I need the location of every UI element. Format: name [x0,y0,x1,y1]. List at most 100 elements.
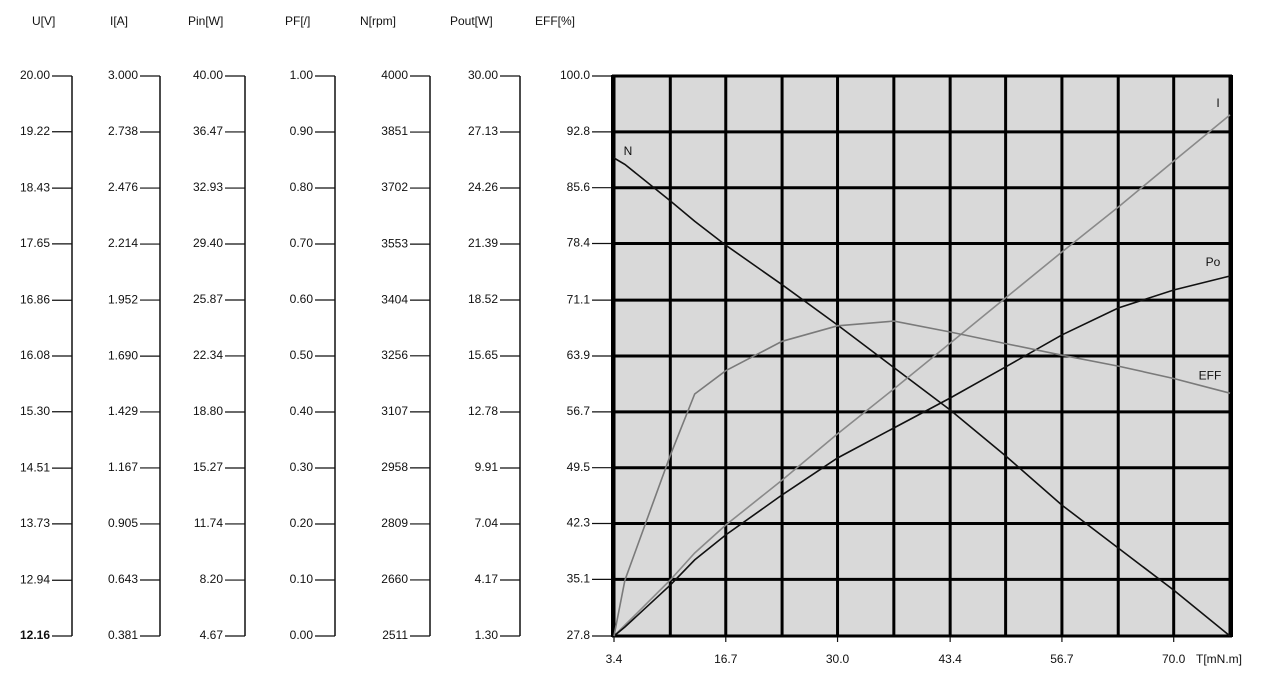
y-tick-label: 3107 [381,404,408,418]
y-tick-label: 42.3 [567,516,591,530]
y-tick-label: 18.80 [193,404,223,418]
x-tick-label: 70.0 [1162,652,1186,666]
y-tick-label: 0.80 [290,180,314,194]
axis-title: PF[/] [285,14,310,28]
series-label: Po [1206,255,1221,269]
y-tick-label: 2660 [381,572,408,586]
y-tick-label: 85.6 [567,180,591,194]
y-tick-label: 1.429 [108,404,138,418]
y-tick-label: 4.17 [475,572,499,586]
y-tick-label: 2.476 [108,180,138,194]
y-tick-label: 3256 [381,348,408,362]
y-tick-label: 12.78 [468,404,498,418]
axis-title: N[rpm] [360,14,396,28]
series-label: EFF [1199,368,1222,382]
y-tick-label: 0.905 [108,516,138,530]
y-tick-label: 100.0 [560,68,590,82]
y-tick-label: 29.40 [193,236,223,250]
y-tick-label: 3851 [381,124,408,138]
y-tick-label: 2511 [382,628,408,642]
y-tick-label: 0.381 [108,628,138,642]
y-tick-label: 27.13 [468,124,498,138]
axis-title: I[A] [110,14,128,28]
y-tick-label: 13.73 [20,516,50,530]
axis-title: Pin[W] [188,14,223,28]
y-tick-label: 40.00 [193,68,223,82]
y-tick-label: 3553 [381,236,408,250]
y-tick-label: 16.86 [20,292,50,306]
y-tick-label: 35.1 [567,572,591,586]
x-tick-label: 3.4 [606,652,623,666]
y-tick-label: 18.52 [468,292,498,306]
y-tick-label: 2.214 [108,236,138,250]
x-tick-label: 16.7 [714,652,738,666]
y-tick-label: 12.94 [20,572,50,586]
y-tick-label: 27.8 [567,628,591,642]
y-tick-label: 22.34 [193,348,223,362]
y-tick-label: 0.50 [290,348,314,362]
y-tick-label: 36.47 [193,124,223,138]
y-tick-label: 25.87 [193,292,223,306]
y-tick-label: 15.27 [193,460,223,474]
x-tick-label: 56.7 [1050,652,1074,666]
y-tick-label: 2958 [381,460,408,474]
y-tick-label: 0.643 [108,572,138,586]
axis-title: Pout[W] [450,14,493,28]
y-tick-label: 24.26 [468,180,498,194]
x-tick-label: 30.0 [826,652,850,666]
y-tick-label: 0.90 [290,124,314,138]
series-label: N [624,144,633,158]
y-tick-label: 32.93 [193,180,223,194]
y-tick-label: 7.04 [475,516,499,530]
y-tick-label: 0.10 [290,572,314,586]
y-tick-label: 20.00 [20,68,50,82]
y-tick-label: 15.65 [468,348,498,362]
y-tick-label: 4.67 [200,628,224,642]
y-tick-label: 21.39 [468,236,498,250]
y-tick-label: 49.5 [567,460,591,474]
y-tick-label: 2.738 [108,124,138,138]
x-tick-label: 43.4 [938,652,962,666]
y-tick-label: 1.00 [290,68,314,82]
y-tick-label: 0.60 [290,292,314,306]
series-line [613,320,1231,637]
axis-title: EFF[%] [535,14,575,28]
y-tick-label: 78.4 [567,236,591,250]
y-tick-label: 19.22 [20,124,50,138]
y-tick-label: 92.8 [567,124,591,138]
y-tick-label: 0.40 [290,404,314,418]
y-tick-label: 30.00 [468,68,498,82]
y-tick-label: 8.20 [200,572,224,586]
y-tick-label: 71.1 [567,292,591,306]
y-tick-label: 11.74 [194,516,223,530]
x-axis-title: T[mN.m] [1196,652,1242,666]
axis-title: U[V] [32,14,55,28]
y-tick-label: 16.08 [20,348,50,362]
y-tick-label: 3404 [381,292,408,306]
series-label: I [1216,96,1219,110]
y-tick-label: 0.00 [290,628,314,642]
y-tick-label: 15.30 [20,404,50,418]
y-tick-label: 1.167 [108,460,138,474]
y-tick-label: 17.65 [20,236,50,250]
y-tick-label: 3702 [381,180,408,194]
y-tick-label: 4000 [381,68,408,82]
y-tick-label: 1.952 [108,292,138,306]
y-tick-label: 56.7 [567,404,591,418]
y-tick-label: 9.91 [475,460,499,474]
y-tick-label: 0.30 [290,460,314,474]
plot-frame [611,75,1233,637]
series-line [613,114,1231,637]
series-line [613,157,1231,637]
y-tick-label: 63.9 [567,348,591,362]
y-tick-label: 12.16 [20,628,50,642]
series-line [613,275,1231,637]
y-tick-label: 3.000 [108,68,138,82]
y-tick-label: 2809 [381,516,408,530]
y-tick-label: 14.51 [20,460,50,474]
y-tick-label: 1.30 [475,628,499,642]
y-tick-label: 1.690 [108,348,138,362]
y-tick-label: 18.43 [20,180,50,194]
y-tick-label: 0.20 [290,516,314,530]
